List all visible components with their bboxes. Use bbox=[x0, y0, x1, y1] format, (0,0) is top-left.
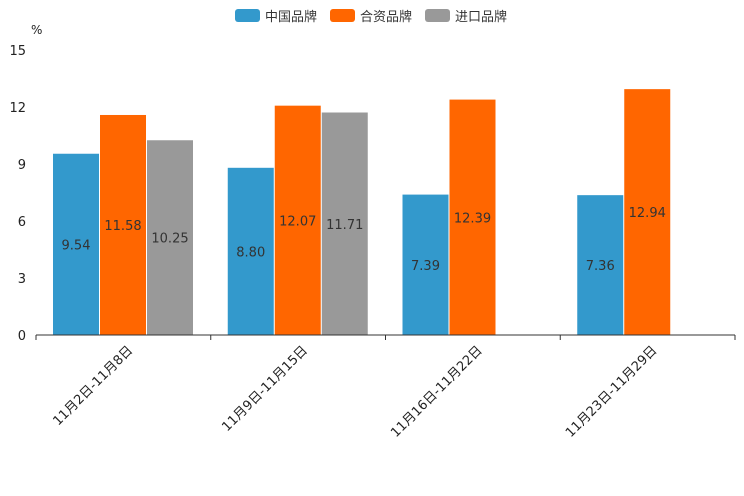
y-tick-label-3: 9 bbox=[18, 158, 26, 173]
x-category-label-0: 11月2日-11月8日 bbox=[50, 343, 136, 429]
y-tick-label-5: 15 bbox=[9, 44, 26, 59]
bar-value-label-0-0: 9.54 bbox=[62, 238, 91, 253]
bar-value-label-0-3: 7.36 bbox=[586, 259, 615, 274]
x-category-label-2: 11月16日-11月22日 bbox=[388, 343, 485, 440]
bar-value-label-2-1: 11.71 bbox=[326, 218, 363, 233]
x-category-label-3: 11月23日-11月29日 bbox=[563, 343, 660, 440]
legend-swatch-2[interactable] bbox=[425, 9, 450, 22]
bar-value-label-0-2: 7.39 bbox=[411, 259, 440, 274]
y-axis-ticks: 0 3 6 9 12 15 bbox=[9, 44, 26, 344]
legend-swatch-0[interactable] bbox=[235, 9, 260, 22]
legend-label-1[interactable]: 合资品牌 bbox=[360, 9, 412, 25]
bar-value-label-1-1: 12.07 bbox=[279, 214, 316, 229]
x-category-label-1: 11月9日-11月15日 bbox=[219, 343, 311, 435]
bar-value-label-2-0: 10.25 bbox=[151, 232, 188, 247]
y-tick-label-2: 6 bbox=[18, 215, 26, 230]
bar-value-label-0-1: 8.80 bbox=[236, 245, 265, 260]
y-axis-unit: % bbox=[31, 23, 42, 37]
legend: 中国品牌 合资品牌 进口品牌 bbox=[235, 9, 507, 25]
bar-1-2[interactable] bbox=[449, 99, 496, 335]
bar-1-0[interactable] bbox=[100, 114, 146, 335]
bar-2-1[interactable] bbox=[321, 112, 368, 335]
legend-label-0[interactable]: 中国品牌 bbox=[265, 9, 317, 25]
bar-data-labels: 9.54 11.58 10.25 8.80 12.07 11.71 7.39 12.39 7.3… bbox=[62, 206, 666, 274]
bar-value-label-1-3: 12.94 bbox=[629, 206, 666, 221]
bar-0-1[interactable] bbox=[227, 167, 274, 335]
legend-swatch-1[interactable] bbox=[330, 9, 355, 22]
bar-value-label-1-0: 11.58 bbox=[104, 219, 141, 234]
bar-1-3[interactable] bbox=[624, 89, 671, 335]
bar-0-2[interactable] bbox=[402, 194, 449, 335]
bar-2-0[interactable] bbox=[147, 140, 193, 335]
x-axis-ticks: 11月2日-11月8日 11月9日-11月15日 11月16日-11月22日 11月2… bbox=[35, 335, 736, 441]
y-tick-label-4: 12 bbox=[9, 101, 26, 116]
bar-1-1[interactable] bbox=[274, 105, 321, 335]
bar-0-0[interactable] bbox=[53, 153, 99, 335]
y-tick-label-1: 3 bbox=[18, 272, 26, 287]
bar-series bbox=[53, 89, 671, 335]
bar-value-label-1-2: 12.39 bbox=[454, 211, 491, 226]
bar-0-3[interactable] bbox=[577, 195, 624, 335]
legend-label-2[interactable]: 进口品牌 bbox=[455, 9, 507, 25]
y-tick-label-0: 0 bbox=[18, 329, 26, 344]
